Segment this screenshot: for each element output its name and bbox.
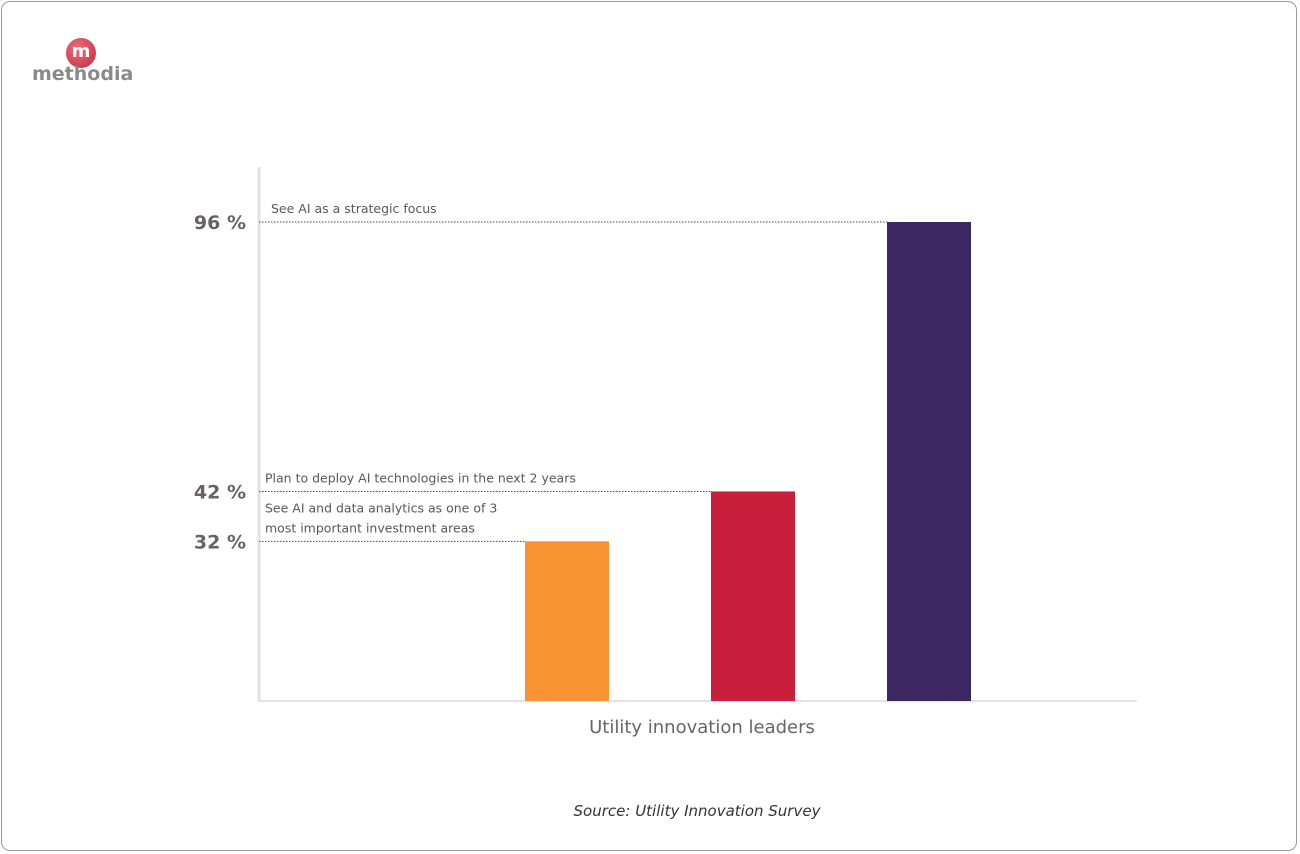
annotation-3-line-1: See AI as a strategic focus bbox=[271, 201, 437, 216]
methodia-logo: m methodia bbox=[32, 38, 136, 88]
bar-1 bbox=[525, 541, 609, 701]
tick-label-1: 32 % bbox=[194, 531, 246, 553]
logo-text: methodia bbox=[32, 63, 134, 85]
annotation-2-line-1: Plan to deploy AI technologies in the ne… bbox=[265, 470, 576, 485]
annotation-1-line-1: See AI and data analytics as one of 3 bbox=[265, 500, 497, 515]
tick-label-3: 96 % bbox=[194, 212, 246, 234]
tick-label-2: 42 % bbox=[194, 481, 246, 503]
annotation-1-line-2: most important investment areas bbox=[265, 520, 475, 535]
source-note: Source: Utility Innovation Survey bbox=[573, 802, 821, 820]
bar-2 bbox=[711, 491, 795, 701]
bar-3 bbox=[887, 222, 971, 701]
x-axis-label: Utility innovation leaders bbox=[589, 717, 815, 738]
logo-mark: m bbox=[66, 38, 96, 68]
